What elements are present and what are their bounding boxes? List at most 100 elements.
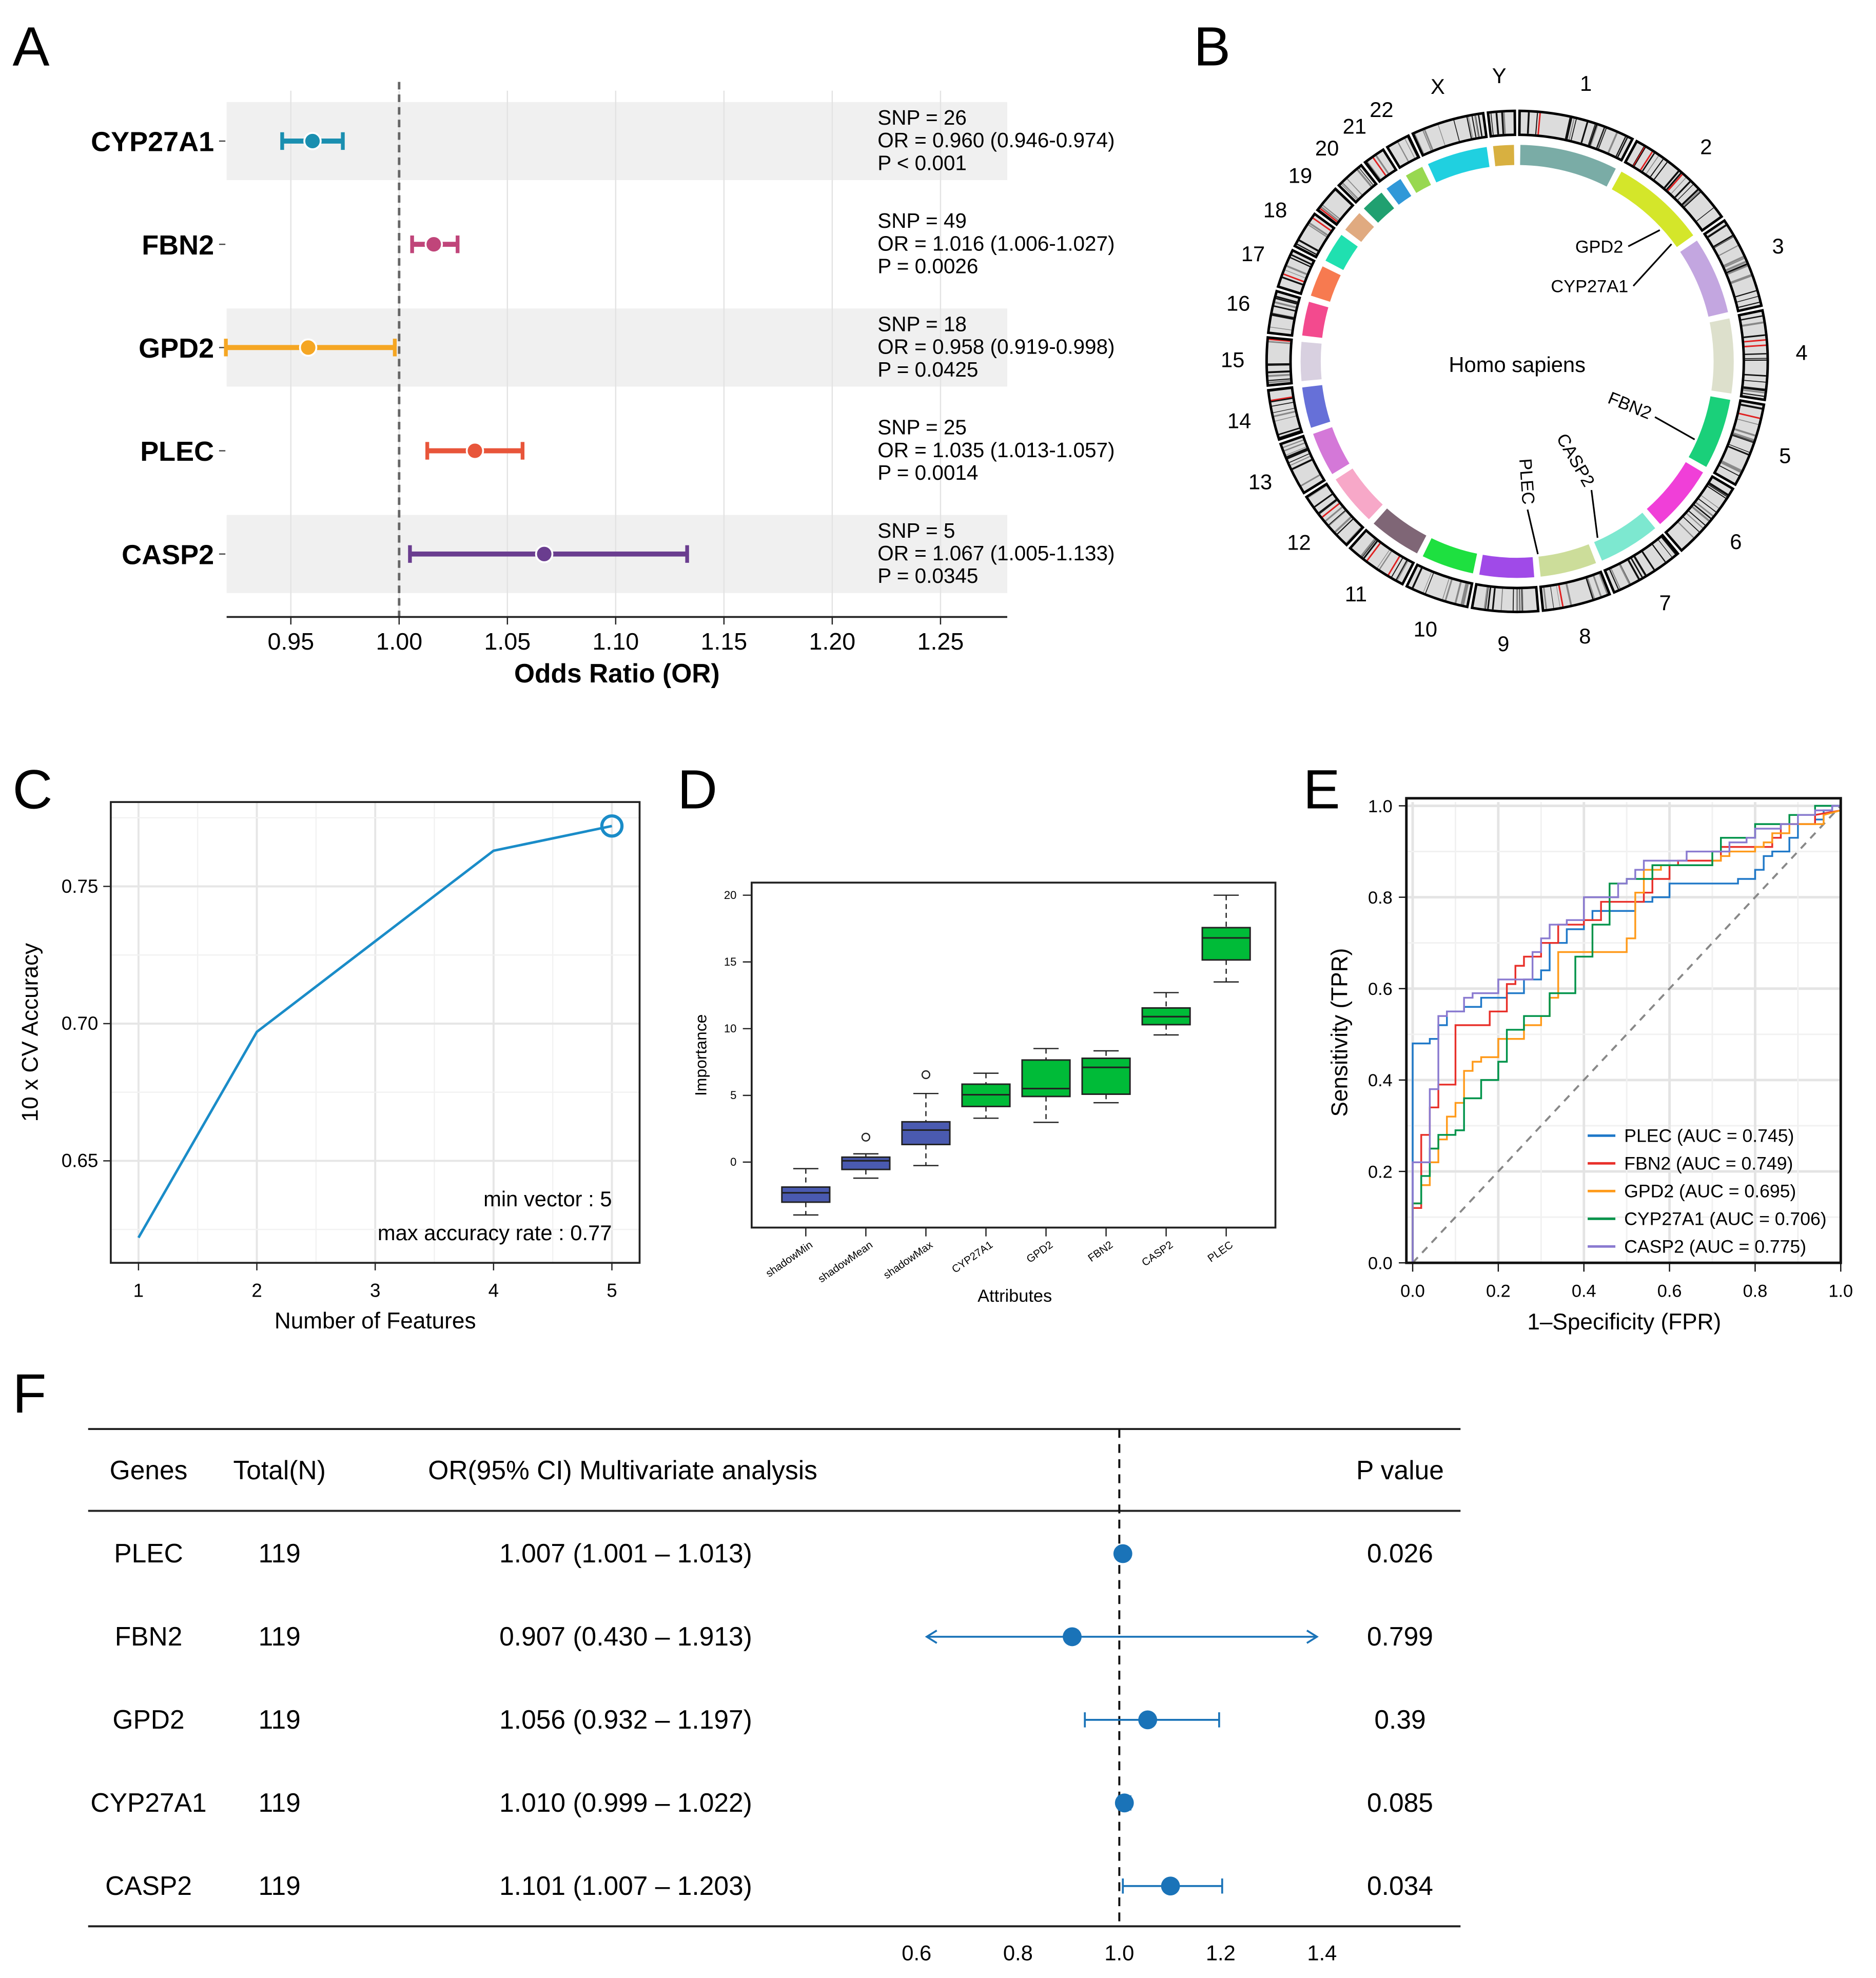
chromosome-band bbox=[1619, 564, 1631, 584]
chromosome-band bbox=[1290, 456, 1311, 466]
or-value: OR = 1.035 (1.013-1.057) bbox=[877, 438, 1115, 462]
x-tick-label: 2 bbox=[251, 1280, 262, 1301]
chromosome-band bbox=[1701, 495, 1719, 508]
chromosome-band bbox=[1558, 585, 1564, 607]
chromosome-band bbox=[1642, 152, 1655, 172]
gene-cell: CYP27A1 bbox=[90, 1788, 206, 1817]
chromosome-band bbox=[1728, 445, 1749, 455]
chromosome-band bbox=[1743, 387, 1765, 391]
chromosome-band bbox=[1633, 147, 1646, 166]
panel-letter-f: F bbox=[13, 1362, 47, 1424]
chromosome-band bbox=[1707, 224, 1727, 238]
chromosome-band bbox=[1289, 453, 1310, 463]
chromosome-band bbox=[1522, 589, 1523, 611]
chromosome-band bbox=[1609, 569, 1619, 590]
panel-letter-a: A bbox=[13, 15, 50, 77]
panel-letter-e: E bbox=[1303, 758, 1340, 820]
chromosome-band bbox=[1319, 500, 1337, 514]
box bbox=[841, 1156, 891, 1170]
total-cell: 119 bbox=[259, 1871, 301, 1901]
chromosome-band bbox=[1707, 486, 1726, 499]
x-axis-title: Odds Ratio (OR) bbox=[514, 658, 720, 688]
y-tick-label: 0.8 bbox=[1368, 888, 1393, 908]
chromosome-band bbox=[1346, 179, 1362, 195]
chromosome-band bbox=[1692, 506, 1710, 522]
chromosome-track bbox=[1479, 555, 1534, 578]
header-genes: Genes bbox=[110, 1455, 188, 1485]
chromosome-track bbox=[1386, 179, 1412, 205]
chromosome-track bbox=[1520, 145, 1616, 187]
box bbox=[901, 1121, 951, 1146]
or-point bbox=[424, 235, 443, 253]
chromosome-outline bbox=[1337, 163, 1378, 204]
chromosome-band bbox=[1729, 444, 1750, 453]
gene-marker-line bbox=[1590, 489, 1598, 538]
chromosome-label: 20 bbox=[1315, 136, 1339, 160]
chromosome-band bbox=[1388, 556, 1400, 576]
chromosome-outline bbox=[1265, 336, 1293, 387]
chromosome-band bbox=[1722, 461, 1742, 472]
chromosome-band bbox=[1744, 374, 1766, 377]
chromosome-band bbox=[1275, 416, 1296, 422]
chromosome-track bbox=[1325, 234, 1358, 270]
chromosome-band bbox=[1391, 558, 1403, 577]
chromosome-band bbox=[1743, 393, 1764, 397]
chromosome-label: 3 bbox=[1772, 234, 1784, 258]
chromosome-label: 13 bbox=[1248, 470, 1272, 494]
chromosome-track bbox=[1680, 240, 1728, 317]
chromosome-band bbox=[1722, 460, 1742, 471]
chromosome-band bbox=[1373, 157, 1386, 176]
x-tick-label: 4 bbox=[488, 1280, 499, 1301]
y-axis-title: 10 x CV Accuracy bbox=[18, 943, 43, 1122]
chromosome-band bbox=[1478, 115, 1483, 136]
x-tick-label: GPD2 bbox=[1024, 1239, 1055, 1265]
or-cell: 1.010 (0.999 – 1.022) bbox=[499, 1788, 752, 1817]
p-value: P < 0.001 bbox=[877, 151, 967, 174]
y-axis-title: Sensitivity (TPR) bbox=[1327, 948, 1352, 1117]
chromosome-label: 5 bbox=[1779, 443, 1791, 467]
chromosome-band bbox=[1658, 540, 1672, 557]
chromosome-band bbox=[1615, 136, 1626, 156]
chromosome-band bbox=[1321, 206, 1339, 221]
gene-marker-line bbox=[1628, 229, 1660, 247]
chromosome-ideogram bbox=[1266, 337, 1292, 386]
chromosome-outline bbox=[1293, 212, 1336, 259]
chromosome-label: 6 bbox=[1730, 530, 1742, 554]
chromosome-band bbox=[1283, 439, 1304, 448]
chromosome-ideogram bbox=[1406, 564, 1472, 607]
chromosome-band bbox=[1727, 263, 1747, 273]
chromosome-band bbox=[1337, 519, 1354, 535]
chromosome-band bbox=[1487, 587, 1492, 609]
x-tick-label: 1 bbox=[133, 1280, 144, 1301]
x-tick-label: 5 bbox=[607, 1280, 617, 1301]
or-point bbox=[1063, 1627, 1082, 1647]
chromosome-band bbox=[1593, 576, 1602, 597]
chromosome-band bbox=[1744, 339, 1766, 343]
chromosome-band bbox=[1745, 358, 1767, 359]
chromosome-band bbox=[1273, 408, 1295, 413]
chromosome-band bbox=[1732, 435, 1753, 443]
chromosome-band bbox=[1586, 578, 1594, 599]
plot-frame bbox=[751, 882, 1277, 1229]
chromosome-label: 22 bbox=[1370, 97, 1393, 122]
chromosome-band bbox=[1565, 117, 1572, 139]
chromosome-band bbox=[1475, 115, 1480, 137]
chromosome-band bbox=[1359, 168, 1374, 185]
chromosome-band bbox=[1741, 315, 1763, 321]
panel-c-feature-accuracy-chart: 0.65 0.70 0.75 1 2 3 4 5 Number of Features 10 x … bbox=[18, 801, 641, 1334]
chromosome-band bbox=[1597, 128, 1606, 148]
chromosome-band bbox=[1737, 296, 1758, 303]
snp-count: SNP = 5 bbox=[877, 519, 955, 542]
chromosome-outline bbox=[1411, 111, 1488, 158]
legend-entry: PLEC (AUC = 0.745) bbox=[1624, 1126, 1794, 1146]
chromosome-band bbox=[1726, 261, 1746, 271]
roc-curve-gpd2 bbox=[1412, 809, 1841, 1263]
chromosome-band bbox=[1598, 128, 1607, 149]
chromosome-band bbox=[1286, 265, 1307, 276]
chromosome-ideogram bbox=[1306, 484, 1363, 545]
total-cell: 119 bbox=[259, 1705, 301, 1734]
panel-f-multivariate-table: Genes Total(N) OR(95% CI) Multivariate ana… bbox=[88, 1428, 1461, 1965]
panel-letter-d: D bbox=[677, 758, 717, 820]
chromosome-band bbox=[1684, 192, 1701, 207]
chromosome-band bbox=[1738, 413, 1761, 419]
